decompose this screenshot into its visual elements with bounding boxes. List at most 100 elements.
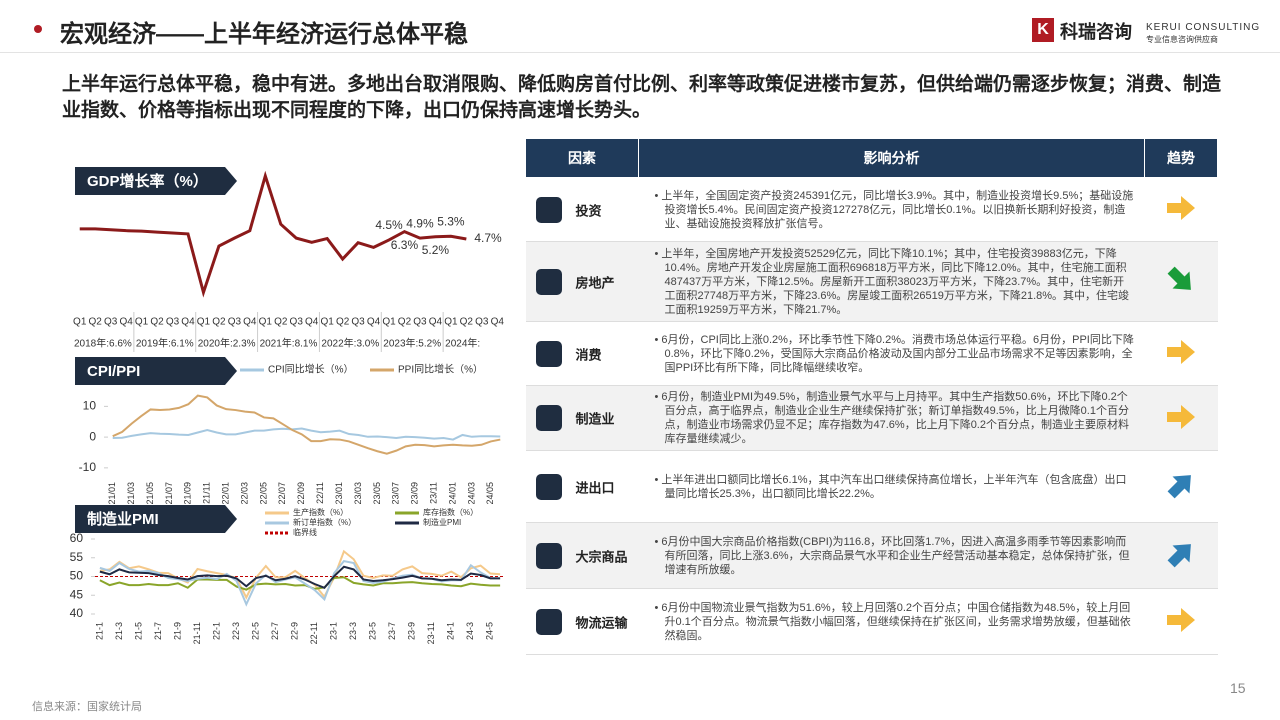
trend-arrow: [1167, 475, 1191, 499]
x-tick-label: 22/05: [258, 482, 268, 505]
x-tick-label: Q4: [429, 317, 443, 328]
y-tick-label: -10: [79, 460, 97, 474]
legend-label: CPI同比增长（%）: [268, 363, 354, 376]
x-tick-label: 23/05: [372, 482, 382, 505]
chart-title-box: [75, 505, 237, 533]
legend-label: 制造业PMI: [423, 517, 461, 527]
x-tick-label: Q3: [228, 317, 242, 328]
x-tick-label: Q1: [382, 317, 396, 328]
analysis-text: • 6月份，CPI同比上涨0.2%，环比季节性下降0.2%。消费市场总体运行平稳…: [654, 333, 1134, 374]
x-tick-label: 23-11: [426, 622, 436, 644]
data-label: 6.3%: [391, 238, 419, 252]
factor-icon: [535, 196, 562, 223]
y-tick-label: 0: [89, 429, 96, 443]
trend-arrow: [1167, 608, 1195, 632]
charts: GDP增长率（%）Q1 Q2 Q3 Q4 Q1 Q2 Q3 Q4 Q1 Q2 Q3 Q4 Q1 Q2 Q3 Q…: [70, 167, 505, 644]
x-tick-label: 23/07: [391, 482, 401, 505]
factor-cell: 消费: [525, 321, 639, 386]
trend-cell: [1144, 522, 1218, 589]
arrow-shape: [1167, 196, 1195, 220]
brand-sub: 专业信息咨询供应商: [1146, 35, 1218, 44]
x-tick-label: 21-5: [133, 622, 143, 640]
page-title: 宏观经济——上半年经济运行总体平稳: [60, 21, 468, 48]
x-tick-label: 23-5: [368, 622, 378, 640]
legend-label: 生产指数（%）: [293, 507, 348, 517]
summary: 上半年运行总体平稳，稳中有进。多地出台取消限购、降低购房首付比例、利率等政策促进…: [62, 74, 1222, 121]
x-tick-label: 24/01: [447, 482, 457, 505]
brand: 科瑞咨询: [1060, 22, 1132, 42]
x-tick-label: Q1: [259, 317, 273, 328]
trend-cell: [1144, 241, 1218, 322]
x-tick-label: 21/07: [164, 482, 174, 505]
chart-title: CPI/PPI: [87, 363, 140, 380]
x-tick-label: 22-7: [270, 622, 280, 640]
x-tick-label: 23/01: [334, 482, 344, 505]
x-tick-label: Q2: [274, 317, 288, 328]
chart-title: GDP增长率（%）: [87, 172, 208, 190]
x-tick-label: Q4: [181, 317, 195, 328]
trend-cell: [1144, 385, 1218, 451]
group-label: 2019年:6.1%: [136, 337, 194, 350]
x-tick-label: 21-3: [114, 622, 124, 640]
trend-cell: [1144, 321, 1218, 386]
series-line: [99, 549, 501, 600]
x-tick-label: 23-1: [329, 622, 339, 640]
x-tick-label: Q1: [135, 317, 149, 328]
analysis-cell: • 6月份，制造业PMI为49.5%，制造业景气水平与上月持平。其中生产指数50…: [638, 385, 1145, 451]
table-row: 房地产 • 上半年，全国房地产开发投资52529亿元，同比下降10.1%；其中，住…: [525, 241, 1218, 322]
data-label: 4.9%: [406, 216, 434, 230]
legend-label: PPI同比增长（%）: [398, 363, 483, 376]
factor-cell: 制造业: [525, 385, 639, 451]
x-tick-label: 21-1: [94, 622, 104, 640]
analysis-cell: • 上半年进出口额同比增长6.1%，其中汽车出口继续保持高位增长，上半年汽车（包…: [638, 450, 1145, 523]
factor-icon: [535, 608, 562, 635]
logo-mark: K: [1032, 18, 1054, 42]
arrow-shape: [1167, 608, 1195, 632]
series-line: [112, 427, 501, 441]
column-header: 因素: [525, 138, 639, 178]
x-tick-label: Q1: [73, 317, 87, 328]
x-tick-label: Q3: [290, 317, 304, 328]
trend-arrow: [1167, 266, 1191, 290]
analysis-cell: • 6月份中国大宗商品价格指数(CBPI)为116.8，环比回落1.7%，因进入…: [638, 522, 1145, 589]
x-tick-label: 22-11: [309, 622, 319, 644]
y-tick-label: 10: [83, 399, 97, 413]
group-label: 2023年:5.2%: [383, 337, 441, 350]
factor-icon: [535, 542, 562, 569]
column-header: 影响分析: [638, 138, 1145, 178]
table-row: 制造业 • 6月份，制造业PMI为49.5%，制造业景气水平与上月持平。其中生产指…: [525, 385, 1218, 451]
x-tick-label: 21/03: [126, 482, 136, 505]
analysis-text: • 上半年，全国固定资产投资245391亿元，同比增长3.9%。其中，制造业投资…: [654, 189, 1134, 230]
factor-cell: 房地产: [525, 241, 639, 322]
table-row: 消费 • 6月份，CPI同比上涨0.2%，环比季节性下降0.2%。消费市场总体运行…: [525, 321, 1218, 386]
factor-icon: [535, 473, 562, 500]
trend-arrow: [1167, 340, 1195, 364]
brand-en: KERUI CONSULTING: [1146, 22, 1261, 33]
table-row: 投资 • 上半年，全国固定资产投资245391亿元，同比增长3.9%。其中，制造业…: [525, 177, 1218, 242]
trend-cell: [1144, 177, 1218, 242]
x-tick-label: Q3: [166, 317, 180, 328]
factor-cell: 投资: [525, 177, 639, 242]
group-label: 2018年:6.6%: [74, 337, 132, 350]
x-tick-label: 21-7: [153, 622, 163, 640]
data-label: 4.7%: [474, 231, 502, 245]
x-tick-label: Q2: [89, 317, 103, 328]
arrow-shape: [1167, 475, 1191, 499]
column-header: 趋势: [1144, 138, 1218, 178]
series-line: [79, 170, 467, 298]
x-tick-label: 24-3: [465, 622, 475, 640]
chart-title-box: [75, 167, 237, 195]
x-tick-label: 22/01: [221, 482, 231, 505]
factor-label: 进出口: [575, 480, 615, 495]
factor-icon: [535, 405, 562, 431]
analysis-text: • 上半年进出口额同比增长6.1%，其中汽车出口继续保持高位增长，上半年汽车（包…: [654, 473, 1127, 500]
analysis-text: • 6月份，制造业PMI为49.5%，制造业景气水平与上月持平。其中生产指数50…: [654, 391, 1129, 445]
y-tick-label: 45: [70, 587, 84, 601]
x-tick-label: 23-7: [387, 622, 397, 640]
x-tick-label: 23/09: [410, 482, 420, 505]
x-tick-label: 22/03: [239, 482, 249, 505]
x-tick-label: Q4: [491, 317, 505, 328]
trend-arrow: [1167, 544, 1191, 568]
x-tick-label: Q2: [398, 317, 412, 328]
